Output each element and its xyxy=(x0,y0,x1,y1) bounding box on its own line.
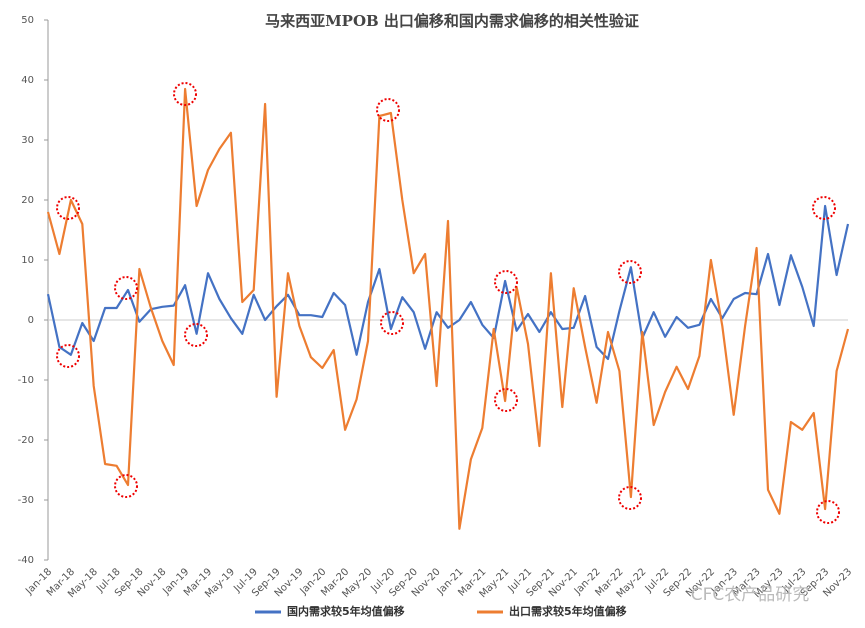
watermark: CFC农产品研究 xyxy=(691,585,810,605)
y-tick-label: 0 xyxy=(28,315,34,326)
y-tick-label: 10 xyxy=(21,255,34,266)
y-tick-label: -30 xyxy=(18,495,34,506)
ring xyxy=(173,82,197,106)
ring xyxy=(114,276,138,300)
ring xyxy=(376,98,400,122)
ring xyxy=(184,323,208,347)
legend-label: 国内需求较5年均值偏移 xyxy=(287,604,405,618)
y-tick-label: 30 xyxy=(21,135,34,146)
ring xyxy=(816,500,840,524)
ring xyxy=(380,311,404,335)
ring xyxy=(494,388,518,412)
y-tick-label: 50 xyxy=(21,15,34,26)
y-tick-label: -40 xyxy=(18,555,34,566)
ring xyxy=(812,196,836,220)
highlight-rings xyxy=(56,82,840,524)
y-tick-label: -20 xyxy=(18,435,34,446)
legend-label: 出口需求较5年均值偏移 xyxy=(509,604,627,618)
y-tick-label: 40 xyxy=(21,75,34,86)
plot: -40-30-20-1001020304050Jan-18Mar-18May-1… xyxy=(18,15,855,618)
ring xyxy=(114,474,138,498)
series-line xyxy=(46,87,850,530)
chart-title: 马来西亚MPOB 出口偏移和国内需求偏移的相关性验证 xyxy=(265,12,639,30)
series-line xyxy=(46,204,850,361)
ring xyxy=(494,270,518,294)
ring xyxy=(618,486,642,510)
y-tick-label: -10 xyxy=(18,375,34,386)
ring xyxy=(56,196,80,220)
y-tick-label: 20 xyxy=(21,195,34,206)
ring xyxy=(618,260,642,284)
ring xyxy=(56,344,80,368)
